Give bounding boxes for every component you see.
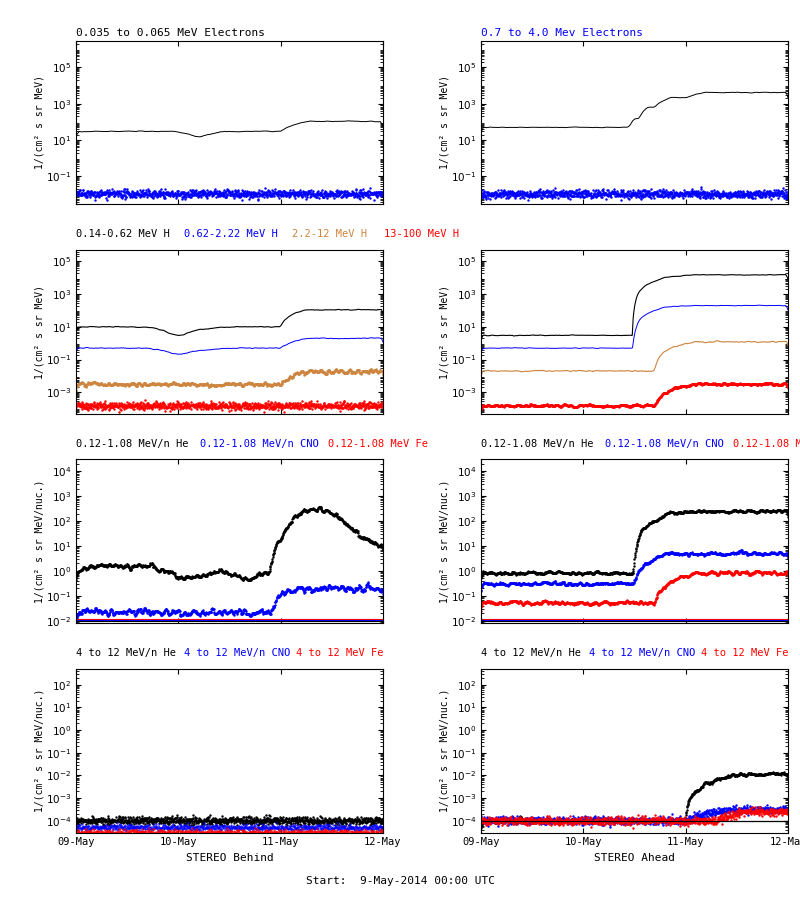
Text: 0.12-1.08 MeV/n CNO: 0.12-1.08 MeV/n CNO: [605, 438, 724, 448]
Y-axis label: 1/(cm² s sr MeV/nuc.): 1/(cm² s sr MeV/nuc.): [439, 689, 450, 813]
Y-axis label: 1/(cm² s sr MeV/nuc.): 1/(cm² s sr MeV/nuc.): [34, 689, 44, 813]
Y-axis label: 1/(cm² s sr MeV): 1/(cm² s sr MeV): [439, 284, 450, 379]
Text: 0.62-2.22 MeV H: 0.62-2.22 MeV H: [184, 230, 278, 239]
Text: 4 to 12 MeV/n He: 4 to 12 MeV/n He: [76, 648, 176, 658]
X-axis label: STEREO Behind: STEREO Behind: [186, 853, 274, 863]
Text: 4 to 12 MeV/n CNO: 4 to 12 MeV/n CNO: [184, 648, 290, 658]
Text: 0.14-0.62 MeV H: 0.14-0.62 MeV H: [76, 230, 170, 239]
Text: 0.12-1.08 MeV/n He: 0.12-1.08 MeV/n He: [481, 438, 594, 448]
Y-axis label: 1/(cm² s sr MeV): 1/(cm² s sr MeV): [439, 76, 450, 169]
Text: 0.7 to 4.0 Mev Electrons: 0.7 to 4.0 Mev Electrons: [481, 28, 643, 39]
X-axis label: STEREO Ahead: STEREO Ahead: [594, 853, 675, 863]
Text: 0.12-1.08 MeV/n He: 0.12-1.08 MeV/n He: [76, 438, 189, 448]
Text: 0.12-1.08 MeV Fe: 0.12-1.08 MeV Fe: [733, 438, 800, 448]
Text: Start:  9-May-2014 00:00 UTC: Start: 9-May-2014 00:00 UTC: [306, 877, 494, 886]
Text: 4 to 12 MeV/n CNO: 4 to 12 MeV/n CNO: [589, 648, 695, 658]
Text: 0.12-1.08 MeV Fe: 0.12-1.08 MeV Fe: [328, 438, 428, 448]
Y-axis label: 1/(cm² s sr MeV/nuc.): 1/(cm² s sr MeV/nuc.): [439, 480, 450, 603]
Text: 13-100 MeV H: 13-100 MeV H: [384, 230, 459, 239]
Text: 0.12-1.08 MeV/n CNO: 0.12-1.08 MeV/n CNO: [200, 438, 318, 448]
Text: 4 to 12 MeV Fe: 4 to 12 MeV Fe: [701, 648, 789, 658]
Y-axis label: 1/(cm² s sr MeV): 1/(cm² s sr MeV): [34, 76, 44, 169]
Text: 4 to 12 MeV/n He: 4 to 12 MeV/n He: [481, 648, 581, 658]
Y-axis label: 1/(cm² s sr MeV/nuc.): 1/(cm² s sr MeV/nuc.): [34, 480, 44, 603]
Y-axis label: 1/(cm² s sr MeV): 1/(cm² s sr MeV): [34, 284, 44, 379]
Text: 0.035 to 0.065 MeV Electrons: 0.035 to 0.065 MeV Electrons: [76, 28, 265, 39]
Text: 2.2-12 MeV H: 2.2-12 MeV H: [292, 230, 367, 239]
Text: 4 to 12 MeV Fe: 4 to 12 MeV Fe: [296, 648, 383, 658]
